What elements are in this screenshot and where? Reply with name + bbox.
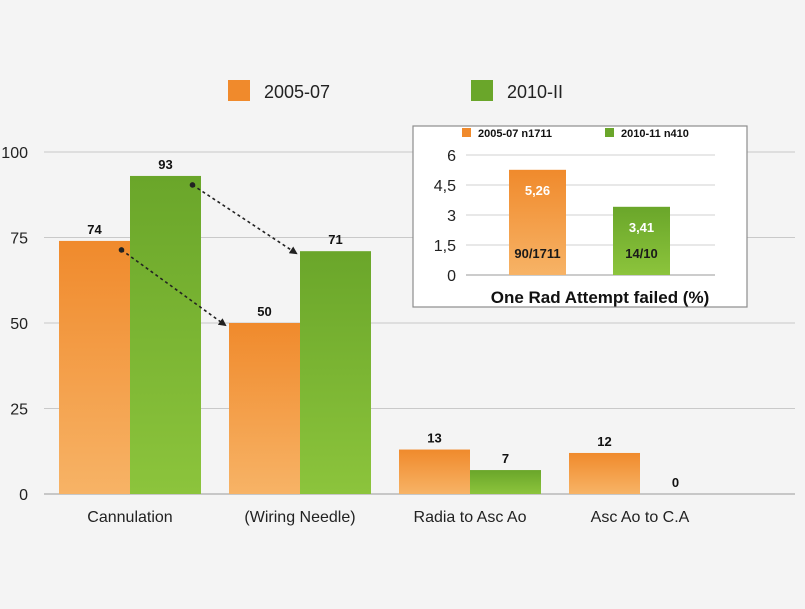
data-label: 74 [87,222,102,237]
trend-arrow-start [189,182,196,188]
inset-bar [613,206,670,275]
bar-series-1 [569,452,640,494]
y-tick-label: 0 [19,487,28,504]
legend-label: 2010-II [507,82,563,102]
legend-swatch [471,80,493,101]
inset-panel [412,125,748,308]
bar-series-1 [399,449,470,494]
inset-legend-swatch [605,128,614,137]
inset-bar [509,169,566,275]
trend-arrow [192,184,298,255]
inset-legend-swatch [462,128,471,137]
data-label: 7 [502,451,509,466]
inset-y-tick-label: 3 [447,208,456,225]
data-label: 93 [158,157,172,172]
data-label: 13 [427,431,441,446]
data-label: 0 [672,475,679,490]
inset-legend-label: 2005-07 n1711 [478,128,552,140]
inset-value-label: 5,26 [525,183,550,198]
y-tick-label: 50 [10,316,28,333]
bar-series-2 [470,470,541,494]
data-label: 71 [328,232,342,247]
inset-y-tick-label: 0 [447,268,456,285]
inset-ratio-label: 14/10 [625,246,658,261]
data-label: 50 [257,304,271,319]
data-label: 12 [597,434,611,449]
x-tick-label: Cannulation [87,509,172,526]
x-tick-label: Radia to Asc Ao [414,509,527,526]
bar-series-2 [300,251,371,494]
bar-series-1 [229,323,300,494]
x-tick-label: Asc Ao to C.A [591,509,690,526]
legend-swatch [228,80,250,101]
inset-y-tick-label: 1,5 [434,238,456,255]
y-tick-label: 75 [10,231,28,248]
x-tick-label: (Wiring Needle) [244,509,355,526]
y-tick-label: 100 [1,145,28,162]
trend-arrow-start [118,247,125,253]
inset-ratio-label: 90/1711 [514,246,560,261]
y-tick-label: 25 [10,402,28,419]
bar-series-2 [130,175,201,494]
inset-value-label: 3,41 [629,220,654,235]
inset-y-tick-label: 6 [447,148,456,165]
bar-series-1 [59,240,130,494]
inset-title: One Rad Attempt failed (%) [491,288,710,307]
inset-y-tick-label: 4,5 [434,178,456,195]
legend-label: 2005-07 [264,82,330,102]
inset-legend-label: 2010-11 n410 [621,128,689,140]
